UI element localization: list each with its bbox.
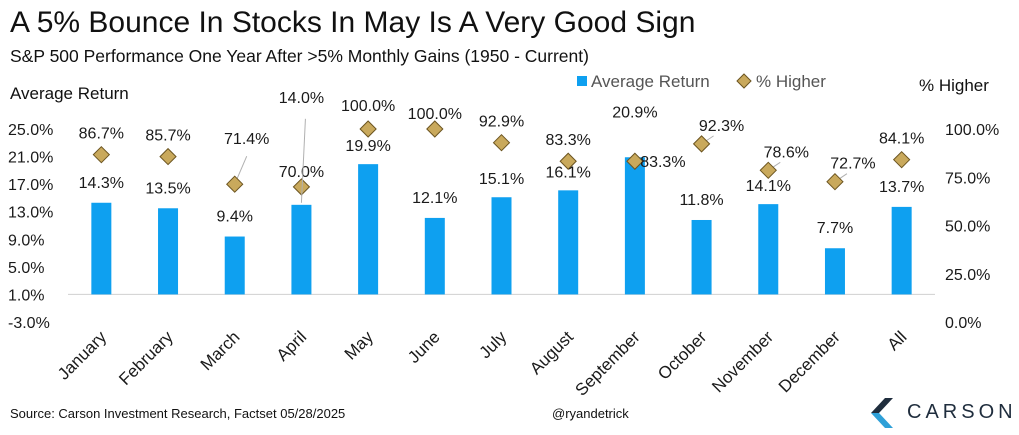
category-label: August (526, 327, 577, 378)
category-label: July (476, 327, 511, 362)
bar-data-label: 13.7% (879, 179, 924, 196)
higher-data-label: 78.6% (764, 144, 809, 161)
legend-swatch-average-return (577, 76, 587, 86)
bar-data-label: 20.9% (612, 104, 657, 121)
higher-data-label: 92.3% (699, 118, 744, 135)
higher-data-label: 70.0% (279, 164, 324, 181)
higher-data-label: 83.3% (546, 132, 591, 149)
bar (491, 197, 512, 295)
bar (224, 236, 245, 295)
bar-data-label: 11.8% (679, 192, 723, 209)
chart-subtitle: S&P 500 Performance One Year After >5% M… (10, 46, 589, 66)
right-axis-tick: 25.0% (945, 267, 990, 284)
higher-data-label: 100.0% (408, 106, 462, 123)
right-axis-title: % Higher (919, 76, 989, 95)
source-note: Source: Carson Investment Research, Fact… (10, 406, 346, 421)
bar (291, 204, 312, 295)
bar-data-label: 7.7% (817, 220, 853, 237)
higher-marker (626, 152, 644, 170)
bar (758, 204, 779, 295)
higher-data-label: 86.7% (79, 126, 124, 143)
bar-data-label: 14.1% (746, 178, 791, 195)
bar-data-label: 12.1% (412, 190, 457, 207)
bar (891, 206, 912, 295)
higher-marker (826, 172, 844, 191)
category-label: March (197, 327, 244, 374)
chart-title: A 5% Bounce In Stocks In May Is A Very G… (10, 6, 696, 39)
category-label: April (273, 327, 310, 364)
right-axis-tick: 50.0% (945, 219, 990, 236)
bar (624, 157, 645, 295)
higher-marker (559, 152, 577, 170)
legend-swatch-higher (736, 73, 752, 89)
left-axis-tick: 9.0% (8, 232, 44, 249)
left-axis-tick: 1.0% (8, 287, 44, 304)
carson-logo-text: CARSON (907, 401, 1017, 423)
category-label: October (654, 327, 710, 383)
bar-data-label: 16.1% (546, 164, 591, 181)
category-label: September (571, 327, 643, 399)
higher-data-label: 84.1% (879, 131, 924, 148)
higher-marker (92, 145, 111, 164)
label-leader-line (300, 118, 306, 203)
left-axis-tick: 21.0% (8, 150, 53, 167)
higher-marker (492, 133, 511, 152)
bar-data-label: 19.9% (345, 138, 390, 155)
bar (558, 190, 579, 295)
left-axis-tick: 5.0% (8, 260, 44, 277)
higher-marker (759, 161, 777, 180)
category-label: January (54, 327, 111, 384)
bar (158, 208, 179, 295)
bar-data-label: 14.3% (79, 175, 124, 192)
left-axis-title: Average Return (10, 84, 129, 103)
bar (691, 219, 712, 295)
bar-data-label: 13.5% (145, 180, 190, 197)
left-axis-tick: 13.0% (8, 205, 53, 222)
combo-chart: 25.0% 21.0% 17.0% 13.0% 9.0% 5.0% 1.0% -3.0% 100… (8, 72, 999, 400)
higher-marker (426, 120, 444, 138)
higher-data-label: 71.4% (224, 131, 269, 148)
category-label: November (708, 327, 777, 396)
bar-data-label: 14.0% (279, 90, 324, 107)
higher-marker (159, 147, 177, 166)
author-handle: @ryandetrick (552, 406, 629, 421)
higher-data-label: 92.9% (479, 114, 524, 131)
higher-marker (226, 175, 244, 193)
higher-data-label: 83.3% (640, 154, 685, 171)
legend-label-higher: % Higher (756, 72, 826, 91)
higher-data-label: 85.7% (145, 128, 190, 145)
legend-label-average-return: Average Return (591, 72, 710, 91)
bar-data-label: 15.1% (479, 171, 524, 188)
higher-data-label: 100.0% (341, 98, 395, 115)
bar (91, 202, 112, 295)
left-axis-tick: -3.0% (8, 315, 50, 332)
bar (424, 217, 445, 295)
category-label: June (404, 327, 444, 367)
right-axis-tick: 100.0% (945, 122, 999, 139)
right-axis-tick: 0.0% (945, 315, 981, 332)
carson-logo: CARSON (867, 394, 1013, 432)
higher-marker (359, 120, 377, 138)
higher-marker (892, 150, 911, 169)
category-label: December (775, 327, 844, 396)
category-label: All (884, 327, 911, 354)
left-axis-tick: 25.0% (8, 122, 53, 139)
higher-marker (692, 135, 711, 153)
category-label: February (115, 327, 177, 389)
carson-logo-mark-icon (871, 398, 893, 428)
bar (824, 248, 845, 295)
bar-data-label: 9.4% (216, 209, 252, 226)
category-label: May (341, 327, 377, 363)
left-axis-tick: 17.0% (8, 177, 53, 194)
bar (358, 164, 379, 295)
right-axis-tick: 75.0% (945, 170, 990, 187)
higher-data-label: 72.7% (830, 156, 875, 173)
